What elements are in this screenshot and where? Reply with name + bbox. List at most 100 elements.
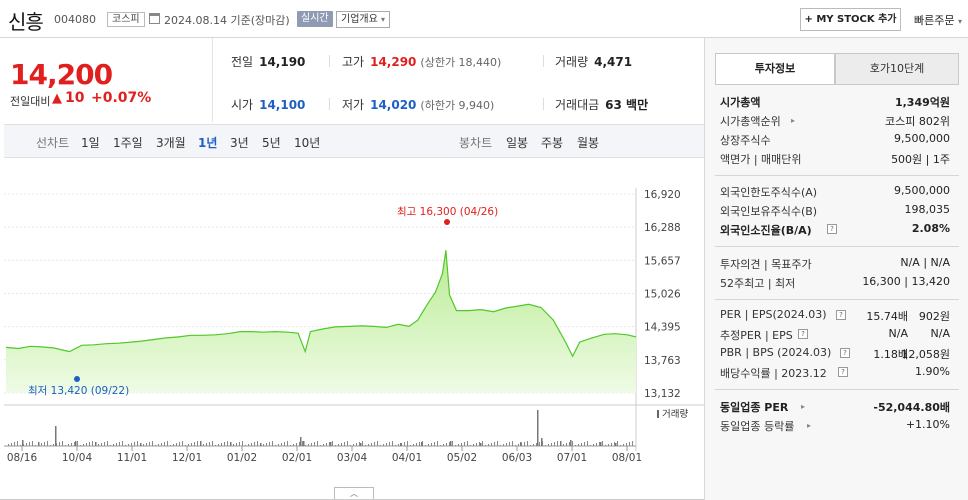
realtime-button[interactable]: 실시간 bbox=[297, 11, 333, 27]
quick-order-button[interactable]: 빠른주문 ▾ bbox=[914, 12, 962, 28]
help-icon[interactable]: ? bbox=[840, 348, 850, 358]
volume-bar bbox=[425, 445, 426, 446]
volume-bar bbox=[446, 443, 447, 446]
volume-bar bbox=[377, 441, 378, 446]
divider bbox=[715, 299, 959, 300]
y-tick-label: 13,132 bbox=[644, 388, 681, 400]
value: 1.90% bbox=[915, 365, 950, 378]
period-1w[interactable]: 1주일 bbox=[113, 136, 143, 150]
volume-bar bbox=[362, 441, 363, 446]
volume-bar bbox=[368, 444, 369, 446]
plus-icon: + bbox=[804, 14, 813, 25]
period-10y[interactable]: 10년 bbox=[294, 136, 321, 150]
row-industry-change[interactable]: 동일업종 등락률 ▸ +1.10% bbox=[720, 418, 950, 436]
label: 추정PER | EPS bbox=[720, 329, 793, 342]
period-3y[interactable]: 3년 bbox=[230, 136, 249, 150]
row-market-cap-rank[interactable]: 시가총액순위 ▸ 코스피 802위 bbox=[720, 113, 950, 131]
volume-bar bbox=[626, 443, 627, 446]
help-icon[interactable]: ? bbox=[827, 224, 837, 234]
quote-high-value: 14,290 bbox=[370, 55, 417, 69]
divider bbox=[715, 84, 959, 85]
row-shares: 상장주식수 9,500,000 bbox=[720, 132, 950, 150]
period-5y[interactable]: 5년 bbox=[262, 136, 281, 150]
volume-bar bbox=[410, 445, 411, 446]
label: 외국인보유주식수(B) bbox=[720, 205, 818, 218]
volume-bar bbox=[539, 442, 540, 446]
volume-bar bbox=[152, 441, 153, 446]
mystock-add-button[interactable]: + MY STOCK 추가 bbox=[800, 8, 901, 31]
volume-bar bbox=[98, 444, 99, 446]
tab-orderbook[interactable]: 호가10단계 bbox=[835, 53, 959, 85]
value: 9,500,000 bbox=[894, 184, 950, 197]
triangle-right-icon: ▸ bbox=[801, 402, 806, 411]
volume-bar bbox=[467, 441, 468, 446]
volume-bar bbox=[371, 443, 372, 446]
volume-bar bbox=[359, 442, 360, 446]
volume-bar bbox=[110, 445, 111, 446]
low-annotation: 최저 13,420 (09/22) bbox=[28, 385, 129, 397]
label: 동일업종 등락률 bbox=[720, 420, 795, 433]
volume-bar bbox=[59, 442, 60, 446]
volume-bar bbox=[347, 441, 348, 446]
volume-bar bbox=[509, 442, 510, 446]
volume-bar bbox=[278, 444, 279, 446]
divider bbox=[329, 55, 330, 67]
candle-daily[interactable]: 일봉 bbox=[506, 136, 529, 150]
pbr-value: 1.18배 bbox=[873, 348, 908, 361]
period-1y[interactable]: 1년 bbox=[198, 136, 218, 150]
chevron-down-icon: ▾ bbox=[957, 17, 962, 26]
volume-bar bbox=[209, 442, 210, 446]
volume-bar bbox=[458, 444, 459, 446]
divider bbox=[715, 389, 959, 390]
quote-prev-value: 14,190 bbox=[259, 55, 306, 69]
volume-bar bbox=[125, 445, 126, 446]
volume-bar bbox=[200, 441, 202, 446]
price-area bbox=[6, 250, 636, 393]
period-1d[interactable]: 1일 bbox=[81, 136, 100, 150]
mystock-add-label: MY STOCK 추가 bbox=[816, 14, 897, 25]
volume-bar bbox=[548, 444, 549, 446]
collapse-button[interactable]: ︿ bbox=[334, 487, 374, 500]
volume-bar bbox=[248, 444, 249, 446]
label: 시가총액순위 bbox=[720, 115, 781, 128]
volume-bar bbox=[17, 441, 18, 446]
volume-bar bbox=[569, 442, 570, 446]
volume-bar bbox=[356, 443, 357, 446]
candle-weekly[interactable]: 주봉 bbox=[541, 136, 564, 150]
volume-bar bbox=[134, 442, 135, 446]
volume-bar bbox=[254, 442, 255, 446]
quote-low: 저가 14,020 (하한가 9,940) bbox=[342, 96, 494, 113]
volume-bar bbox=[395, 445, 396, 446]
price-chart[interactable]: 16,920 16,288 15,657 15,026 14,395 13,763 13,1… bbox=[0, 160, 704, 487]
volume-bar bbox=[512, 441, 513, 446]
low-marker bbox=[74, 376, 80, 382]
period-3m[interactable]: 3개월 bbox=[156, 136, 186, 150]
label: 배당수익률 | 2023.12 bbox=[720, 367, 827, 380]
volume-bar bbox=[302, 441, 303, 446]
value: 2.08% bbox=[911, 222, 950, 235]
volume-bar bbox=[332, 441, 333, 446]
volume-bar bbox=[383, 444, 384, 446]
volume-bar bbox=[293, 444, 294, 446]
help-icon[interactable]: ? bbox=[798, 329, 808, 339]
volume-bar bbox=[71, 443, 72, 446]
divider bbox=[329, 98, 330, 110]
tab-invest-info[interactable]: 투자정보 bbox=[715, 53, 835, 85]
volume-bar bbox=[227, 441, 228, 446]
row-face-value: 액면가 | 매매단위 500원 | 1주 bbox=[720, 151, 950, 169]
candle-monthly[interactable]: 월봉 bbox=[577, 136, 600, 150]
y-tick-label: 15,026 bbox=[644, 289, 681, 301]
volume-bar bbox=[605, 445, 606, 446]
quote-amount-value: 63 백만 bbox=[605, 98, 649, 112]
label: 52주최고 | 최저 bbox=[720, 277, 796, 290]
corp-info-button[interactable]: 기업개요 ▾ bbox=[336, 11, 391, 28]
quick-order-label: 빠른주문 bbox=[914, 14, 955, 27]
volume-bar bbox=[341, 443, 342, 446]
volume-bar bbox=[587, 441, 588, 446]
row-industry-per[interactable]: 동일업종 PER ▸ -52,044.80배 bbox=[720, 399, 950, 417]
help-icon[interactable]: ? bbox=[836, 310, 846, 320]
volume-bar bbox=[329, 442, 330, 446]
quote-volume-value: 4,471 bbox=[594, 55, 633, 69]
volume-bar bbox=[374, 442, 375, 446]
help-icon[interactable]: ? bbox=[838, 367, 848, 377]
